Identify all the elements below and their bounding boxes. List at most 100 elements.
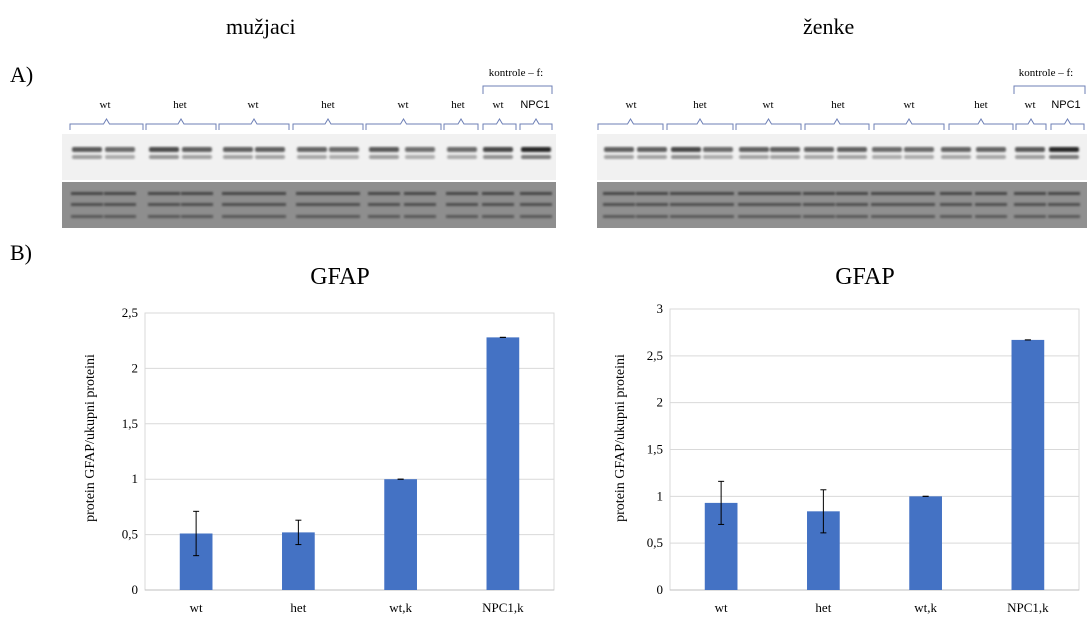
x-tick-label: NPC1,k (482, 600, 524, 615)
y-axis-label: protein GFAP/ukupni proteini (83, 354, 98, 522)
gfap-band-lower (739, 155, 769, 159)
male-lane-label: wt (248, 99, 259, 111)
total-protein-band (482, 192, 514, 195)
gfap-band-lower (405, 155, 435, 159)
y-tick-label: 0 (657, 582, 664, 597)
gfap-band-lower (255, 155, 285, 159)
lane-group-bracket (666, 118, 734, 130)
y-tick-label: 1,5 (122, 416, 138, 431)
total-protein-band (636, 215, 668, 218)
gfap-band (329, 147, 359, 152)
lane-group-bracket (218, 118, 290, 130)
total-protein-band (636, 192, 668, 195)
gfap-band-lower (521, 155, 551, 159)
female-lane-label: NPC1 (1051, 99, 1080, 111)
gfap-band (149, 147, 179, 152)
y-tick-label: 0 (132, 582, 139, 597)
x-tick-label: NPC1,k (1007, 600, 1049, 615)
lane-group-bracket (804, 118, 870, 130)
total-protein-band (871, 203, 903, 206)
y-tick-label: 0,5 (122, 527, 138, 542)
female-controls-label: kontrole – f: (1019, 67, 1073, 79)
total-protein-band (296, 192, 328, 195)
total-protein-band (603, 192, 635, 195)
lane-group-bracket (597, 118, 664, 130)
female-gfap-bands (604, 147, 1079, 159)
female-lane-label: het (831, 99, 844, 111)
total-protein-band (670, 203, 702, 206)
bar (384, 479, 417, 590)
gfap-band (105, 147, 135, 152)
gfap-band (72, 147, 102, 152)
total-protein-band (181, 215, 213, 218)
female-lane-label: wt (1025, 99, 1036, 111)
gfap-band (739, 147, 769, 152)
female-lane-label: wt (904, 99, 915, 111)
lane-group-bracket (145, 118, 217, 130)
total-protein-band (404, 215, 436, 218)
male-lane-label: het (173, 99, 186, 111)
female-total-bands (603, 192, 1080, 218)
x-tick-label: wt (715, 600, 728, 615)
total-protein-band (803, 203, 835, 206)
lane-group-bracket (482, 118, 517, 130)
male-title: mužjaci (226, 14, 296, 39)
gfap-band (604, 147, 634, 152)
total-protein-band (769, 215, 801, 218)
gfap-band-lower (483, 155, 513, 159)
lane-group-bracket (519, 118, 553, 130)
gfap-band-lower (182, 155, 212, 159)
total-protein-band (104, 215, 136, 218)
gfap-band (405, 147, 435, 152)
male-gfap-chart: GFAP protein GFAP/ukupni proteini 0 0,5 1 1… (70, 248, 560, 619)
total-protein-band (1048, 203, 1080, 206)
total-protein-band (296, 215, 328, 218)
female-western-blot: kontrole – f: wt het wt het wt het wt NP… (597, 64, 1087, 228)
female-controls-bracket (1013, 85, 1086, 94)
male-western-blot: kontrole – f: wt het wt het wt het wt NP… (62, 64, 556, 228)
gfap-band-lower (637, 155, 667, 159)
lane-group-bracket (292, 118, 364, 130)
x-tick-label: het (290, 600, 306, 615)
bar (486, 337, 520, 590)
total-protein-band (803, 215, 835, 218)
total-protein-band (836, 192, 868, 195)
total-protein-band (903, 215, 935, 218)
total-protein-band (1014, 192, 1046, 195)
gfap-band (223, 147, 253, 152)
male-lane-label: wt (493, 99, 504, 111)
total-protein-band (1014, 203, 1046, 206)
gfap-band-lower (149, 155, 179, 159)
total-protein-band (222, 203, 254, 206)
error-bar (718, 480, 725, 525)
y-tick-label: 2 (132, 360, 139, 375)
male-lane-label: het (451, 99, 464, 111)
female-group-brackets (597, 118, 1085, 130)
gfap-band (872, 147, 902, 152)
total-protein-band (871, 192, 903, 195)
male-total-bands (71, 192, 552, 218)
gfap-band-lower (1049, 155, 1079, 159)
gfap-band-lower (671, 155, 701, 159)
y-tick-label: 1 (132, 471, 139, 486)
gfap-band-lower (1015, 155, 1045, 159)
total-protein-band (328, 203, 360, 206)
total-protein-band (738, 192, 770, 195)
total-protein-band (148, 215, 180, 218)
total-protein-band (940, 215, 972, 218)
gfap-band-lower (369, 155, 399, 159)
total-protein-band (446, 192, 478, 195)
total-protein-band (975, 203, 1007, 206)
female-gfap-chart: GFAP protein GFAP/ukupni proteini 0 0,5 1 1… (600, 248, 1085, 619)
male-lane-label: wt (100, 99, 111, 111)
x-tick-label: wt (190, 600, 203, 615)
total-protein-band (1048, 215, 1080, 218)
total-protein-band (368, 192, 400, 195)
gfap-band-lower (703, 155, 733, 159)
total-protein-band (603, 203, 635, 206)
gfap-band (1015, 147, 1045, 152)
y-axis-label: protein GFAP/ukupni proteini (613, 354, 628, 522)
lane-group-bracket (948, 118, 1014, 130)
male-controls-bracket (482, 85, 553, 94)
total-protein-band (975, 215, 1007, 218)
